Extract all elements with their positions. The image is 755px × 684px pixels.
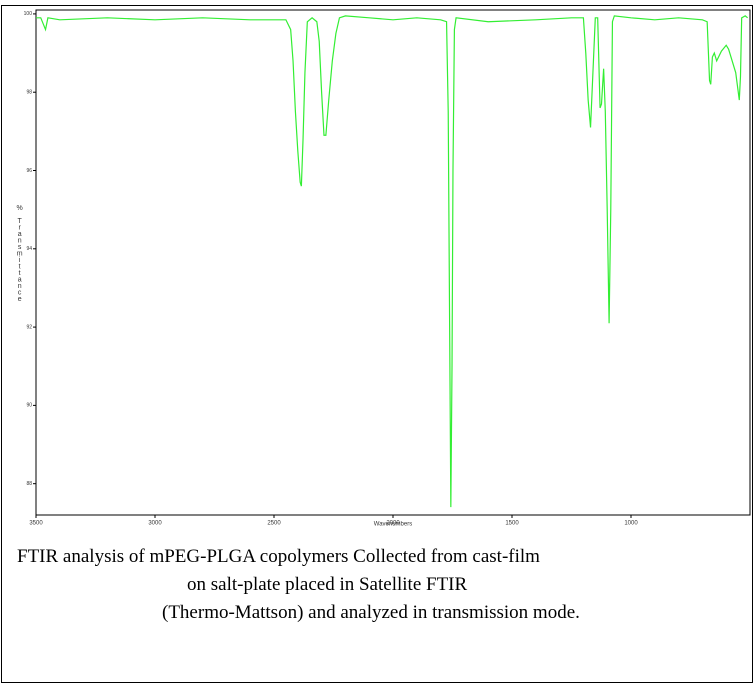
x-tick-label: 2000 [386,521,400,527]
x-tick-label: 3500 [29,521,43,527]
y-tick-label: 92 [26,324,32,330]
y-tick-label: 98 [26,90,32,96]
y-tick-label: 90 [26,403,32,409]
caption-line: on salt-plate placed in Satellite FTIR [187,574,468,595]
x-tick-label: 2500 [267,521,281,527]
caption-line: FTIR analysis of mPEG-PLGA copolymers Co… [17,546,540,567]
x-tick-label: 1500 [505,521,519,527]
y-axis-label: % Transmittance [16,205,23,303]
spectrum-line [36,15,749,508]
y-tick-label: 96 [26,168,32,174]
y-tick-label: 94 [26,246,32,252]
x-axis-label: Wavenumbers [374,522,412,528]
y-tick-label: 88 [26,481,32,487]
caption-line: (Thermo-Mattson) and analyzed in transmi… [162,602,580,623]
x-tick-label: 1000 [624,521,638,527]
plot-area [35,9,751,516]
frame [1,5,753,683]
y-tick-label: 100 [24,11,33,17]
x-tick-label: 3000 [148,521,162,527]
